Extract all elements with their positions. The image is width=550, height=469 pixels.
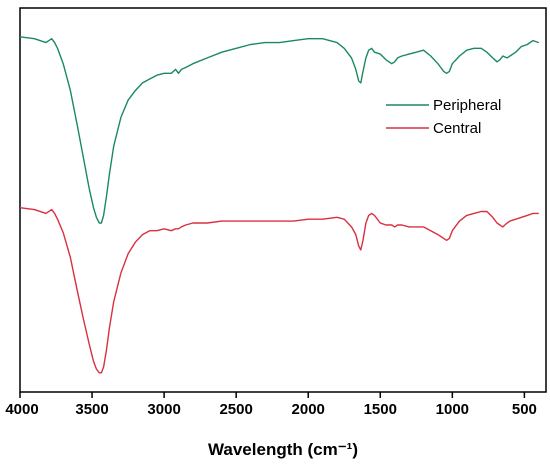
series-layer bbox=[19, 36, 540, 374]
x-tick-label: 4000 bbox=[5, 401, 38, 418]
plot-frame bbox=[19, 7, 547, 393]
legend-label-central: Central bbox=[433, 120, 481, 137]
series-line-peripheral bbox=[19, 36, 540, 224]
series-line-central bbox=[19, 207, 539, 374]
x-tick-label: 500 bbox=[512, 401, 537, 418]
x-tick-label: 2500 bbox=[219, 401, 252, 418]
x-axis-title: Wavelength (cm⁻¹) bbox=[208, 440, 358, 459]
x-axis-ticks: 4000 3500 3000 2500 2000 1500 1000 500 bbox=[5, 392, 537, 418]
legend: Peripheral Central bbox=[386, 97, 501, 137]
x-tick-label: 1000 bbox=[436, 401, 469, 418]
x-tick-label: 3000 bbox=[147, 401, 180, 418]
x-tick-label: 1500 bbox=[364, 401, 397, 418]
x-tick-label: 3500 bbox=[75, 401, 108, 418]
x-tick-label: 2000 bbox=[292, 401, 325, 418]
legend-label-peripheral: Peripheral bbox=[433, 97, 501, 114]
